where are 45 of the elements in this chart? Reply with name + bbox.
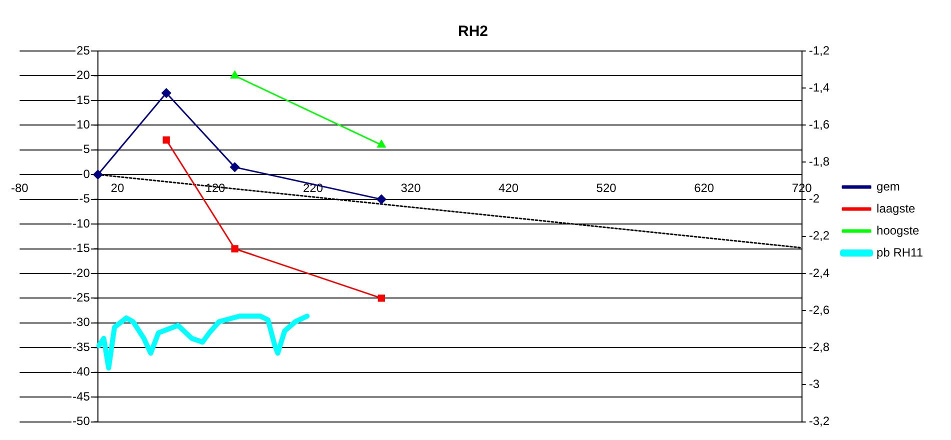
legend-label: pb RH11: [876, 245, 924, 260]
y-tick-label: 25: [76, 43, 90, 58]
y2-tick-label: -2,6: [808, 302, 830, 317]
legend-label: hoogste: [876, 223, 920, 238]
y2-tick-label: -3,2: [808, 414, 830, 428]
y2-tick-label: -3: [808, 377, 820, 392]
y-tick-label: 5: [83, 142, 90, 156]
y2-tick-label: -1,8: [808, 154, 830, 169]
point: [376, 194, 386, 204]
x-tick-label: 320: [400, 181, 422, 196]
point: [162, 88, 172, 98]
point: [230, 162, 240, 172]
y-tick-label: -40: [72, 364, 90, 379]
point: [93, 170, 103, 180]
y-tick-label: -20: [72, 266, 90, 280]
x-tick-label: 420: [498, 181, 519, 196]
y2-tick-label: -1,6: [808, 117, 830, 132]
y2-tick-label: -2,8: [808, 340, 830, 354]
y-tick-label: 20: [76, 68, 90, 82]
y-tick-label: -45: [72, 389, 90, 404]
y2-tick-label: -1,4: [808, 80, 830, 94]
y-tick-label: -50: [72, 414, 90, 428]
x-tick-label: 20: [110, 181, 124, 196]
y-tick-label: -15: [72, 241, 90, 256]
y-tick-label: 15: [76, 92, 90, 107]
x-tick-label: 520: [596, 181, 617, 196]
y-tick-label: 10: [76, 117, 90, 132]
y-tick-label: -35: [72, 340, 90, 354]
y2-tick-label: -2,4: [808, 266, 830, 280]
legend-label: gem: [876, 179, 900, 194]
y2-tick-label: -1,2: [808, 43, 830, 58]
point: [231, 245, 238, 252]
y2-tick-label: -2: [808, 192, 820, 206]
legend-label: laagste: [876, 201, 916, 216]
y-tick-label: -30: [72, 315, 90, 330]
x-tick-label: 620: [694, 181, 714, 196]
point: [162, 136, 170, 144]
y-tick-label: 0: [83, 166, 90, 181]
y-tick-label: -10: [72, 216, 90, 230]
y2-tick-label: -2,2: [808, 228, 830, 243]
x-tick-label: -80: [11, 181, 29, 196]
y-tick-label: -25: [72, 290, 90, 305]
y-tick-label: -5: [79, 192, 90, 206]
chart-title: RH2: [458, 23, 488, 40]
point: [378, 294, 386, 302]
